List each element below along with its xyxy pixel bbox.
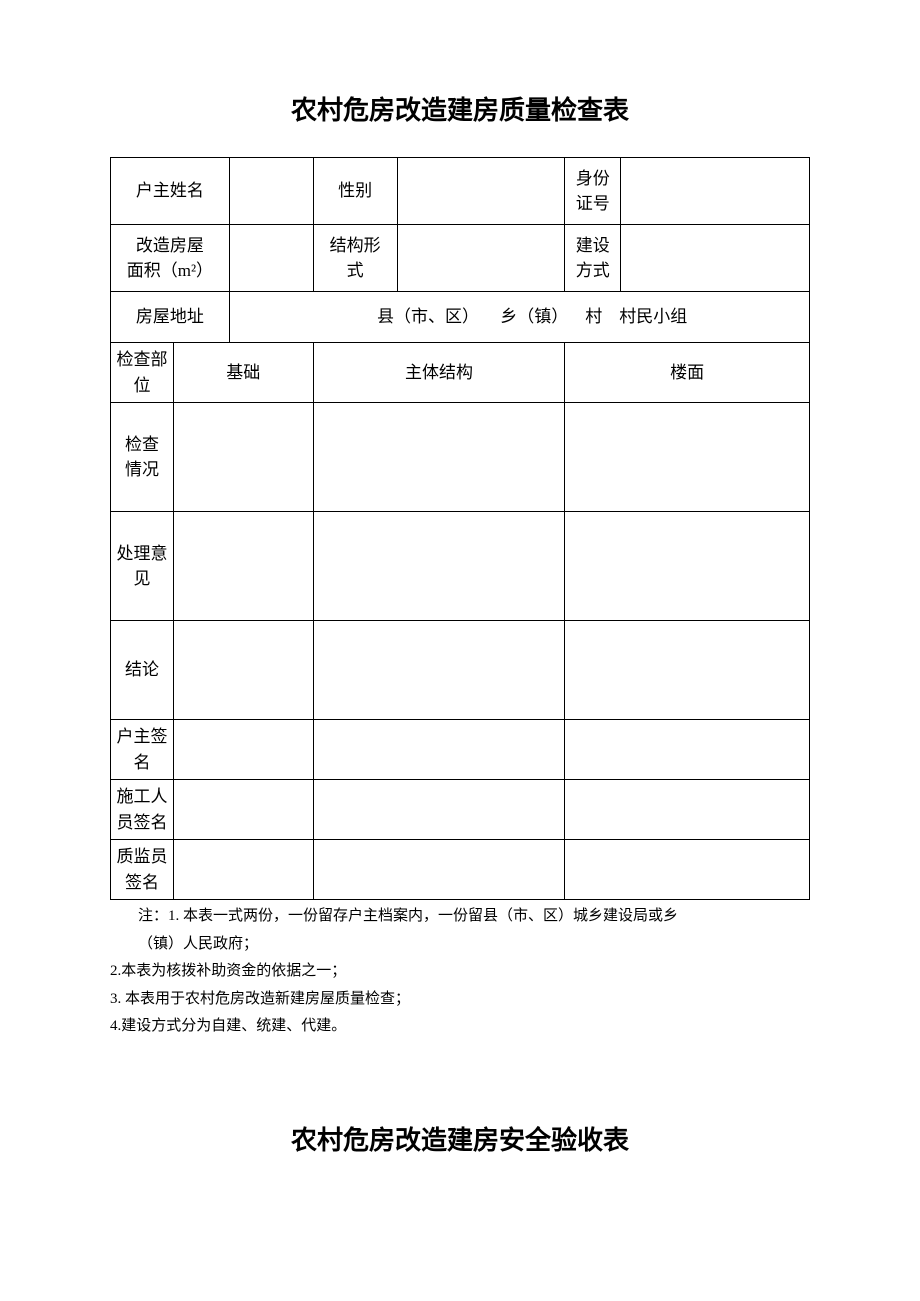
value-opinion-main [313,512,565,621]
col-foundation: 基础 [173,343,313,403]
value-conclusion-floor [565,621,810,720]
text: 情况 [125,460,159,479]
text: 员签名 [116,813,167,832]
label-owner-name: 户主姓名 [111,158,230,225]
label-conclusion: 结论 [111,621,174,720]
label-gender: 性别 [313,158,397,225]
note-1b: （镇）人民政府； [110,932,810,958]
value-builder-sign-foundation [173,780,313,840]
value-gender [397,158,565,225]
text: 式 [347,261,364,280]
col-floor: 楼面 [565,343,810,403]
label-owner-sign: 户主签 名 [111,720,174,780]
label-address: 房屋地址 [111,292,230,343]
text: 位 [133,376,150,395]
page-title-2: 农村危房改造建房安全验收表 [110,1120,810,1157]
label-check-part: 检查部 位 [111,343,174,403]
note-3: 3. 本表用于农村危房改造新建房屋质量检查； [110,987,810,1013]
value-builder-sign-floor [565,780,810,840]
value-inspector-sign-foundation [173,840,313,900]
value-conclusion-main [313,621,565,720]
label-build-mode: 建设 方式 [565,225,621,292]
text: 结构形 [330,236,381,255]
text: 证号 [576,194,610,213]
value-struct-form [397,225,565,292]
value-builder-sign-main [313,780,565,840]
text: 户主姓名 [136,181,204,200]
text: 户主签 [116,727,167,746]
notes-block: 注：1. 本表一式两份，一份留存户主档案内，一份留县（市、区）城乡建设局或乡 （… [110,904,810,1040]
note-1a: 注：1. 本表一式两份，一份留存户主档案内，一份留县（市、区）城乡建设局或乡 [110,904,810,930]
inspection-form-table: 户主姓名 性别 身份 证号 改造房屋 面积（m²） 结构形 式 [110,157,810,900]
value-check-foundation [173,403,313,512]
label-area: 改造房屋 面积（m²） [111,225,230,292]
text: 改造房屋 [136,236,204,255]
label-builder-sign: 施工人 员签名 [111,780,174,840]
value-id-no [621,158,810,225]
value-inspector-sign-main [313,840,565,900]
page-title-1: 农村危房改造建房质量检查表 [110,90,810,127]
value-address: 县（市、区） 乡（镇） 村 村民小组 [229,292,809,343]
text: 身份 [576,169,610,188]
value-owner-name [229,158,313,225]
value-owner-sign-main [313,720,565,780]
value-owner-sign-floor [565,720,810,780]
text: 名 [133,753,150,772]
value-check-floor [565,403,810,512]
text: 质监员 [116,847,167,866]
text: 见 [133,569,150,588]
value-opinion-foundation [173,512,313,621]
value-opinion-floor [565,512,810,621]
text: 面积（m²） [127,261,213,280]
value-build-mode [621,225,810,292]
label-struct-form: 结构形 式 [313,225,397,292]
value-check-main [313,403,565,512]
text: 处理意 [116,544,167,563]
text: 签名 [125,873,159,892]
value-conclusion-foundation [173,621,313,720]
label-check-status: 检查 情况 [111,403,174,512]
note-2: 2.本表为核拨补助资金的依据之一； [110,959,810,985]
label-id-no: 身份 证号 [565,158,621,225]
value-owner-sign-foundation [173,720,313,780]
value-area [229,225,313,292]
col-main-struct: 主体结构 [313,343,565,403]
note-4: 4.建设方式分为自建、统建、代建。 [110,1014,810,1040]
text: 方式 [576,261,610,280]
text: 检查 [125,435,159,454]
text: 施工人 [116,787,167,806]
text: 检查部 [116,350,167,369]
label-inspector-sign: 质监员 签名 [111,840,174,900]
label-opinion: 处理意 见 [111,512,174,621]
text: 建设 [576,236,610,255]
value-inspector-sign-floor [565,840,810,900]
